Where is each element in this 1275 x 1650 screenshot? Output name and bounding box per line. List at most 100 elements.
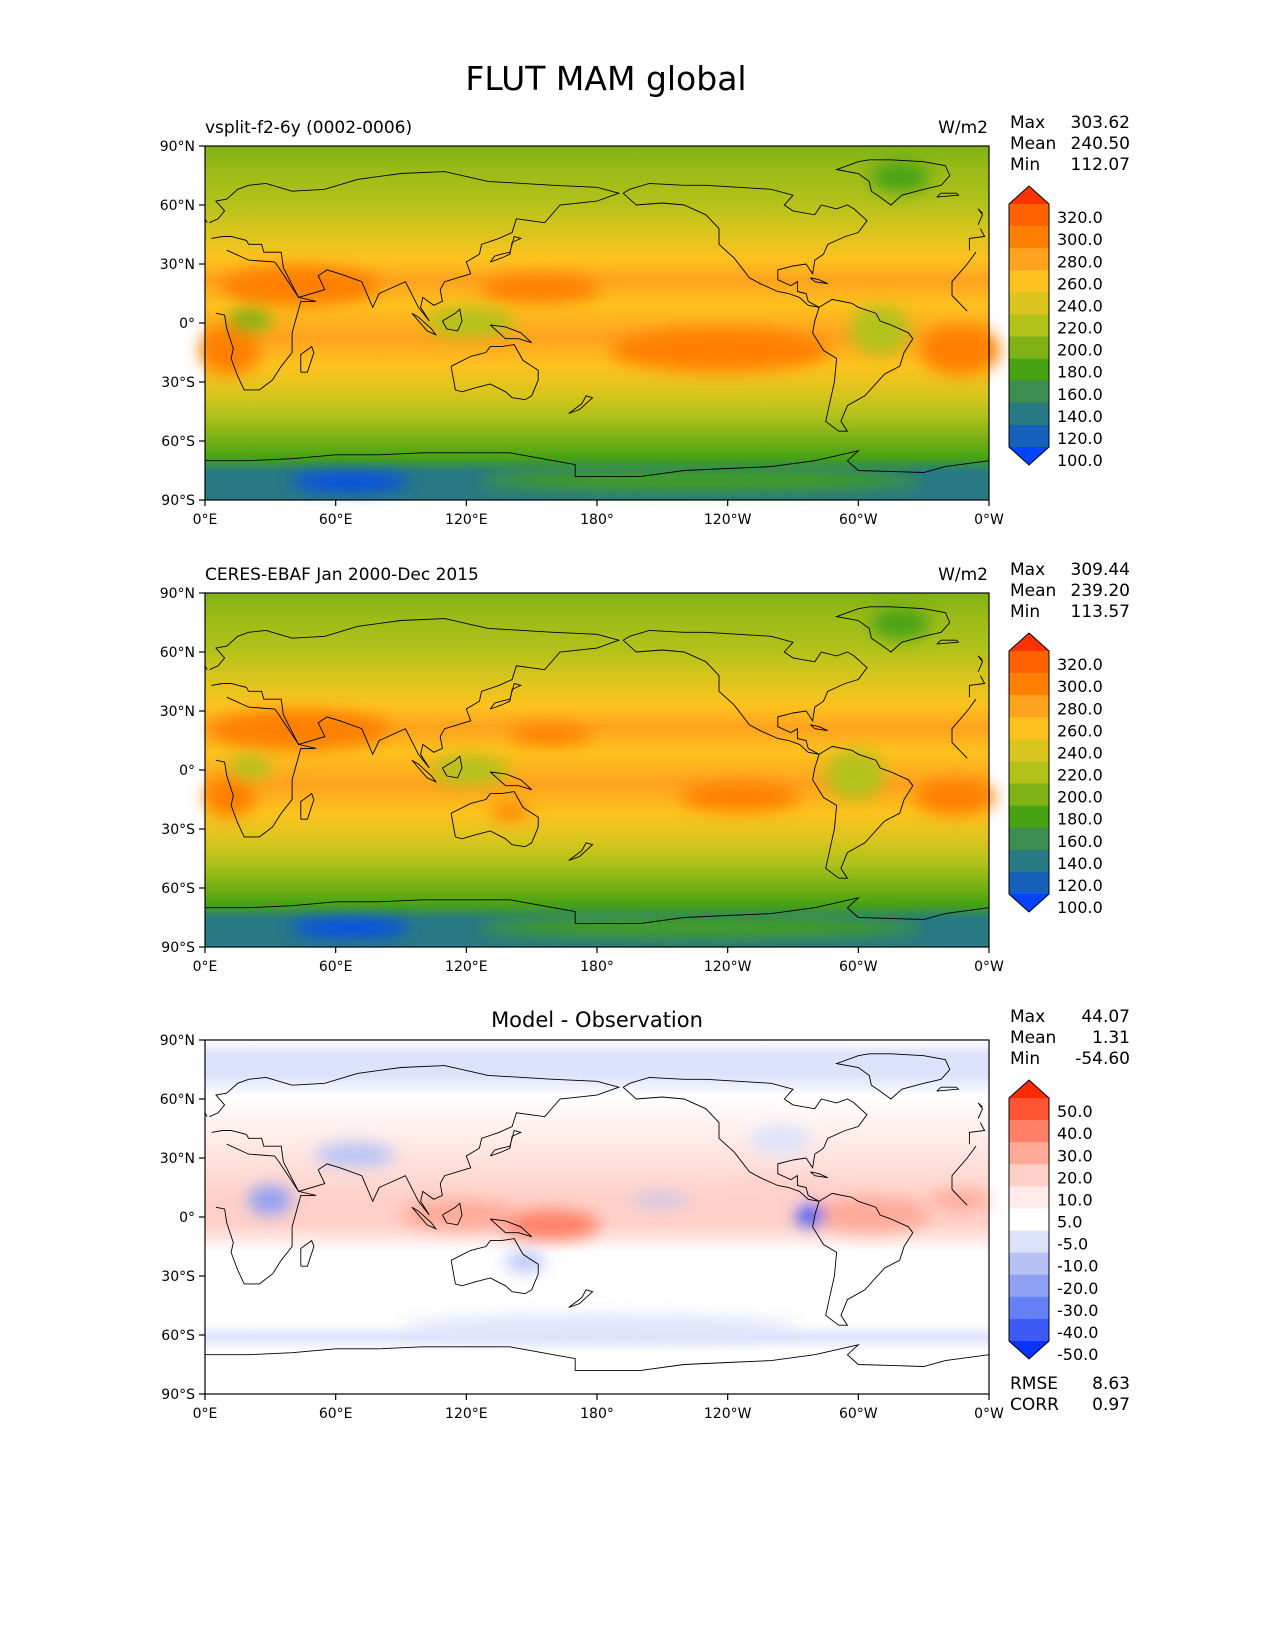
- colorbar-segment: [1009, 717, 1049, 740]
- stat-min-label: Min: [1010, 602, 1040, 622]
- colorbar-segment: [1009, 292, 1049, 315]
- coastline: [622, 629, 868, 755]
- coastline: [450, 791, 539, 848]
- colorbar-label: 100.0: [1057, 451, 1103, 470]
- colorbar-extend-min: [1009, 447, 1049, 465]
- coastline: [204, 655, 984, 672]
- coastline: [812, 1192, 914, 1326]
- stat-max-value: 309.44: [1071, 560, 1130, 580]
- field-blobs: [200, 162, 1000, 490]
- colorbar-label: 220.0: [1057, 319, 1103, 338]
- colorbar-segment: [1009, 1120, 1049, 1143]
- coastlines: [204, 606, 990, 924]
- colorbar-label: 240.0: [1057, 743, 1103, 762]
- colorbar-label: 300.0: [1057, 230, 1103, 249]
- lon-tick-label: 60°E: [319, 512, 353, 528]
- coastline: [834, 606, 951, 653]
- lon-axis: 0°E 60°E 120°E 180° 120°W 60°W 0°W: [193, 1394, 1004, 1422]
- coastline: [489, 771, 533, 791]
- coastline: [205, 1343, 990, 1371]
- colorbar: 320.0 300.0 280.0 260.0 240.0 220.0 200.0 180.0…: [1008, 185, 1103, 470]
- colorbar-label: 320.0: [1057, 655, 1103, 674]
- lon-axis: 0°E 60°E 120°E 180° 120°W 60°W 0°W: [193, 500, 1004, 528]
- colorbar-segment: [1009, 1296, 1049, 1320]
- colorbar-label: 30.0: [1057, 1146, 1093, 1165]
- field-blobs: [248, 1125, 990, 1339]
- lon-tick-label: 0°W: [974, 959, 1004, 975]
- colorbar-label: 10.0: [1057, 1190, 1093, 1209]
- coastline: [411, 1206, 438, 1230]
- colorbar-extend-max: [1009, 186, 1049, 204]
- colorbar-segment: [1009, 204, 1049, 227]
- colorbar-segment: [1009, 424, 1049, 448]
- colorbar-segment: [1009, 248, 1049, 271]
- coastline: [568, 395, 594, 414]
- panel-units: W/m2: [938, 565, 988, 585]
- coastline: [215, 696, 977, 838]
- coastline: [450, 344, 539, 401]
- lon-tick-label: 60°W: [839, 512, 878, 528]
- colorbar-extend-min: [1009, 894, 1049, 912]
- colorbar-label: -10.0: [1057, 1257, 1098, 1276]
- colorbar-label: 140.0: [1057, 854, 1103, 873]
- colorbar-segment: [1009, 695, 1049, 718]
- stat-min-value: -54.60: [1075, 1049, 1130, 1069]
- stat-min-value: 113.57: [1071, 602, 1130, 622]
- stat-mean-label: Mean: [1010, 1028, 1056, 1048]
- colorbar-label: 180.0: [1057, 810, 1103, 829]
- lat-tick-label: 0°: [179, 763, 195, 779]
- colorbar-label: 240.0: [1057, 296, 1103, 315]
- coastline: [204, 1102, 984, 1119]
- colorbar-segment: [1009, 805, 1049, 829]
- coastline: [205, 449, 990, 477]
- stat-max-value: 303.62: [1071, 113, 1130, 133]
- stat-max-label: Max: [1010, 113, 1045, 133]
- coastline: [489, 1129, 523, 1157]
- coastline: [205, 896, 990, 924]
- colorbar-extend-max: [1009, 1080, 1049, 1098]
- colorbar-segment: [1009, 1098, 1049, 1121]
- colorbar-segment: [1009, 1186, 1049, 1209]
- panel-center-title: Model - Observation: [491, 1008, 703, 1032]
- lon-tick-label: 120°W: [704, 512, 752, 528]
- coastline: [622, 182, 868, 308]
- coastline: [300, 345, 315, 373]
- coastline: [568, 842, 594, 861]
- colorbar-label: 280.0: [1057, 699, 1103, 718]
- colorbar-segment: [1009, 871, 1049, 895]
- coastline: [622, 1076, 868, 1202]
- stat-min-label: Min: [1010, 155, 1040, 175]
- colorbar-segment: [1009, 270, 1049, 293]
- stats-box: Max 303.62 Mean 240.50 Min 112.07: [1010, 113, 1130, 175]
- coastline: [204, 208, 984, 225]
- colorbar-label: 40.0: [1057, 1124, 1093, 1143]
- coastline: [442, 755, 463, 779]
- stats-box: Max 44.07 Mean 1.31 Min -54.60: [1010, 1007, 1130, 1069]
- stat-mean-label: Mean: [1010, 134, 1056, 154]
- colorbar-outline: [1008, 185, 1050, 466]
- coastline: [300, 1239, 315, 1267]
- stat-corr-label: CORR: [1010, 1395, 1059, 1415]
- lat-tick-label: 30°N: [160, 704, 195, 720]
- lat-tick-label: 60°S: [161, 881, 195, 897]
- coastline: [215, 1143, 977, 1285]
- colorbar-label: 140.0: [1057, 407, 1103, 426]
- colorbar-segment: [1009, 761, 1049, 785]
- lon-tick-label: 180°: [580, 1406, 614, 1422]
- stat-max-value: 44.07: [1081, 1007, 1130, 1027]
- colorbar-segment: [1009, 1318, 1049, 1342]
- colorbar-segment: [1009, 1230, 1049, 1254]
- lat-tick-label: 0°: [179, 1210, 195, 1226]
- coastlines: [204, 1053, 990, 1371]
- colorbar-segment: [1009, 783, 1049, 807]
- colorbar-label: 20.0: [1057, 1168, 1093, 1187]
- stat-mean-value: 240.50: [1071, 134, 1130, 154]
- lat-tick-label: 60°N: [160, 198, 195, 214]
- coastline: [450, 1238, 539, 1295]
- colorbar-segment: [1009, 402, 1049, 426]
- colorbar-label: 200.0: [1057, 341, 1103, 360]
- coastline: [568, 1289, 594, 1308]
- colorbar-segment: [1009, 1274, 1049, 1298]
- coastline: [209, 171, 986, 322]
